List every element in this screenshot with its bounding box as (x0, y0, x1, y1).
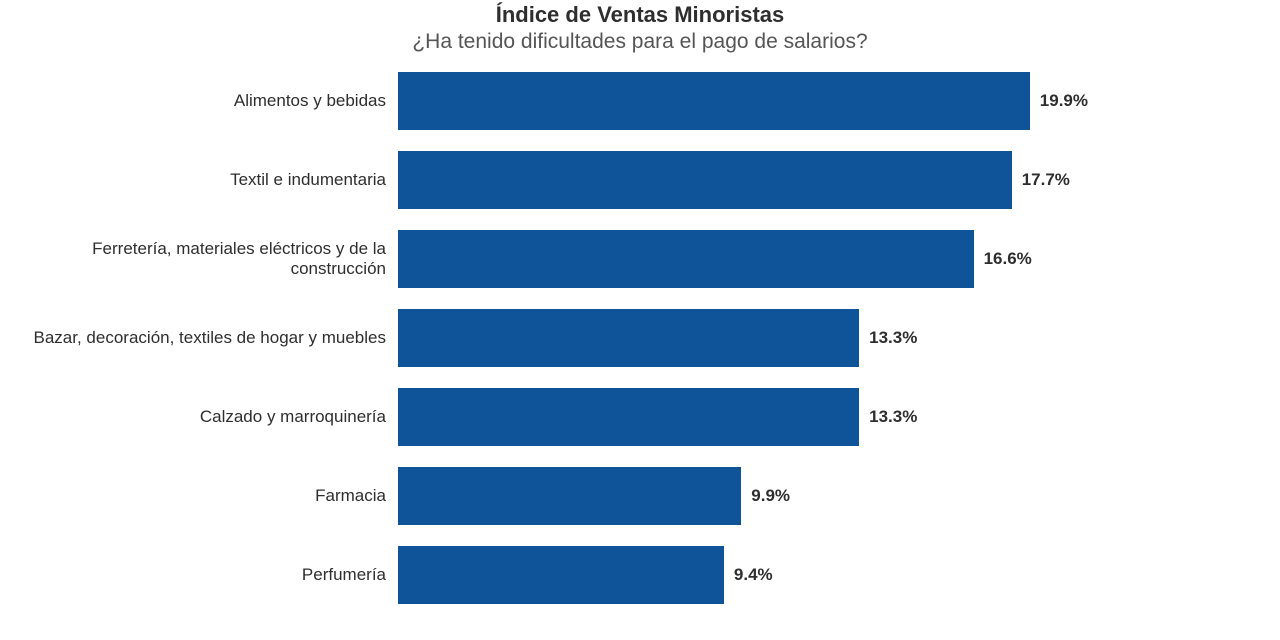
retail-sales-chart: Índice de Ventas Minoristas ¿Ha tenido d… (0, 0, 1280, 640)
value-label: 19.9% (1040, 91, 1088, 111)
bar (398, 72, 1030, 130)
bar (398, 151, 1012, 209)
bar-row: Bazar, decoración, textiles de hogar y m… (398, 309, 1088, 367)
category-label: Ferretería, materiales eléctricos y de l… (16, 239, 398, 278)
bar (398, 388, 859, 446)
bar (398, 467, 741, 525)
bar (398, 546, 724, 604)
value-label: 13.3% (869, 328, 917, 348)
category-label: Alimentos y bebidas (16, 91, 398, 111)
bar-row: Perfumería 9.4% (398, 546, 1088, 604)
category-label: Textil e indumentaria (16, 170, 398, 190)
category-label: Perfumería (16, 565, 398, 585)
bar-row: Calzado y marroquinería 13.3% (398, 388, 1088, 446)
plot-area: Alimentos y bebidas 19.9% Textil e indum… (398, 72, 1088, 632)
category-label: Bazar, decoración, textiles de hogar y m… (16, 328, 398, 348)
value-label: 9.9% (751, 486, 790, 506)
category-label: Calzado y marroquinería (16, 407, 398, 427)
chart-subtitle: ¿Ha tenido dificultades para el pago de … (0, 30, 1280, 54)
category-label: Farmacia (16, 486, 398, 506)
bar-row: Textil e indumentaria 17.7% (398, 151, 1088, 209)
bar (398, 309, 859, 367)
chart-title: Índice de Ventas Minoristas (0, 2, 1280, 28)
value-label: 13.3% (869, 407, 917, 427)
value-label: 16.6% (984, 249, 1032, 269)
bar-row: Farmacia 9.9% (398, 467, 1088, 525)
chart-titles: Índice de Ventas Minoristas ¿Ha tenido d… (0, 0, 1280, 54)
bar-row: Alimentos y bebidas 19.9% (398, 72, 1088, 130)
value-label: 17.7% (1022, 170, 1070, 190)
value-label: 9.4% (734, 565, 773, 585)
bar-row: Ferretería, materiales eléctricos y de l… (398, 230, 1088, 288)
bar (398, 230, 974, 288)
